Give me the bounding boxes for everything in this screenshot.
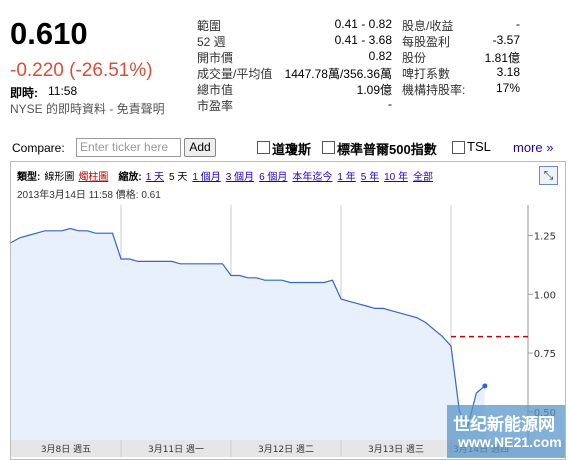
watermark: 世纪新能源网 xyxy=(453,415,555,434)
chart-type[interactable]: 燭柱圖 xyxy=(78,172,109,183)
stat-label: 機構持股率: xyxy=(402,83,466,97)
stat-value: 3.18 xyxy=(496,65,520,79)
zoom-option[interactable]: 6 個月 xyxy=(259,172,288,183)
stat-value: 0.41 - 0.82 xyxy=(334,17,392,31)
x-axis-band xyxy=(11,440,565,457)
zoom-option[interactable]: 5 天 xyxy=(169,172,188,183)
stat-value: 0.82 xyxy=(368,49,392,63)
stat-value: 1.09億 xyxy=(356,83,392,97)
price-info: 2013年3月14日 11:58 價格: 0.61 xyxy=(17,190,161,201)
stat-label: 每股盈利 xyxy=(402,35,451,49)
compare-label: Compare: xyxy=(12,141,65,155)
compare-option[interactable]: TSL xyxy=(467,139,491,154)
y-tick-label: 1.25 xyxy=(534,232,556,243)
zoom-option[interactable]: 1 年 xyxy=(337,172,356,183)
source[interactable]: NYSE 的即時資料 - 免責聲明 xyxy=(10,102,165,116)
chart-type[interactable]: 線形圖 xyxy=(44,172,75,183)
stat-label: 成交量/平均值 xyxy=(197,67,273,81)
zoom-option[interactable]: 3 個月 xyxy=(225,172,255,183)
stat-value: 1447.78萬/356.36萬 xyxy=(284,67,392,81)
area xyxy=(11,228,485,440)
watermark-box xyxy=(447,405,565,458)
checkbox[interactable] xyxy=(322,141,335,154)
compare-option[interactable]: 標準普爾500指數 xyxy=(337,142,437,157)
stat-label: 總市值 xyxy=(197,83,234,97)
y-tick-label: 0.75 xyxy=(534,349,556,360)
watermark-url: www.NE21.com xyxy=(458,434,562,450)
stat-label: 52 週 xyxy=(197,35,226,49)
change: -0.220 (-26.51%) xyxy=(10,60,153,81)
zoom-option[interactable]: 本年迄今 xyxy=(292,172,333,183)
price: 0.610 xyxy=(10,16,88,51)
stat-value: - xyxy=(388,97,392,111)
compare-option[interactable]: 道瓊斯 xyxy=(272,142,312,157)
stat-value: 1.81億 xyxy=(484,51,520,65)
stat-label: 市盈率 xyxy=(197,99,234,113)
x-tick-label: 3月8日 週五 xyxy=(41,444,91,455)
time-label: 即時: xyxy=(10,86,38,100)
last-point xyxy=(482,383,488,389)
expand-button[interactable]: ⤡ xyxy=(539,166,558,185)
ticker-input[interactable]: Enter ticker here xyxy=(76,138,181,157)
toolbar: 類型: 線形圖 燭柱圖 縮放: 1 天 5 天 1 個月 3 個月 6 個月 本年迄今 1 年 5 年… xyxy=(17,168,438,183)
stat-value: 17% xyxy=(495,81,520,95)
stat-label: 開市價 xyxy=(197,51,234,65)
stat-value: 0.41 - 3.68 xyxy=(334,33,392,47)
stat-label: 股息/收益 xyxy=(402,19,454,33)
stat-value: - xyxy=(516,17,520,31)
stat-label: 股份 xyxy=(402,51,427,65)
x-tick-label: 3月13日 週三 xyxy=(368,444,424,455)
more-link[interactable]: more » xyxy=(513,140,554,155)
add-button[interactable]: Add xyxy=(184,138,216,157)
checkbox[interactable] xyxy=(257,141,270,154)
time: 11:58 xyxy=(48,84,78,98)
zoom-option[interactable]: 5 年 xyxy=(360,172,380,183)
zoom-option[interactable]: 全部 xyxy=(413,172,433,183)
type-label: 類型: xyxy=(17,172,41,183)
zoom-option[interactable]: 10 年 xyxy=(384,172,408,183)
checkbox[interactable] xyxy=(452,141,465,154)
y-tick-label: 1.00 xyxy=(534,290,556,301)
price-line xyxy=(10,227,486,428)
zoom-label: 縮放: xyxy=(118,172,142,183)
zoom-option[interactable]: 1 天 xyxy=(145,172,165,183)
zoom-option[interactable]: 1 個月 xyxy=(192,172,221,183)
stat-label: 啤打系數 xyxy=(402,67,451,81)
stat-value: -3.57 xyxy=(492,33,520,47)
x-tick-label: 3月11日 週一 xyxy=(148,444,204,455)
x-tick-label: 3月12日 週二 xyxy=(258,444,314,455)
stat-label: 範圍 xyxy=(197,19,222,33)
